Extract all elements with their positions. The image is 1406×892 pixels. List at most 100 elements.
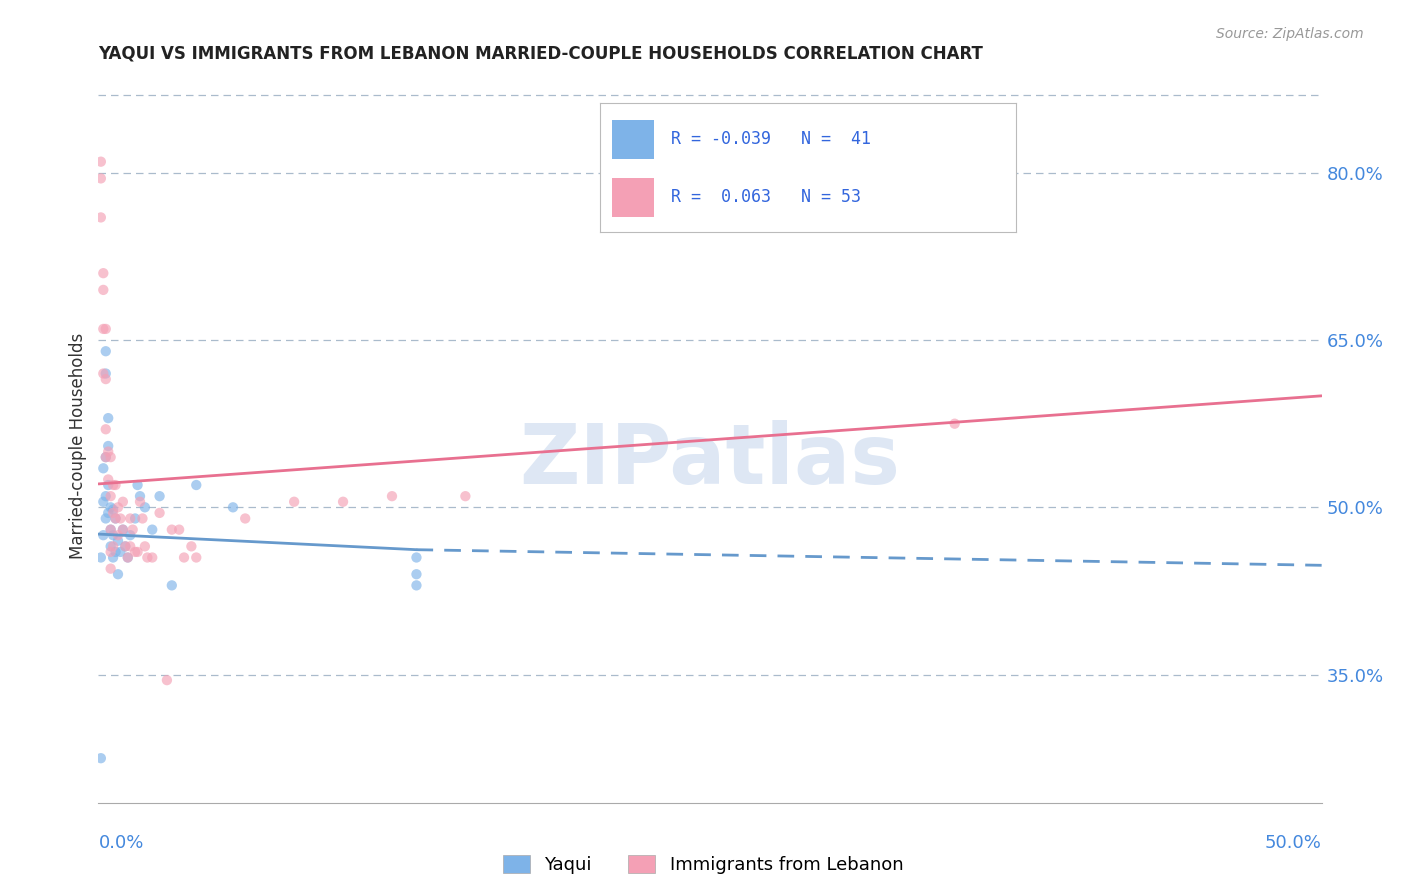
Point xyxy=(173,550,195,565)
Point xyxy=(90,154,112,169)
Point xyxy=(233,511,256,525)
Point xyxy=(167,523,190,537)
Point xyxy=(129,489,152,503)
Legend: Yaqui, Immigrants from Lebanon: Yaqui, Immigrants from Lebanon xyxy=(503,855,903,874)
Point xyxy=(94,489,117,503)
Point xyxy=(124,511,146,525)
Point xyxy=(111,494,134,508)
Point xyxy=(107,533,129,548)
Point xyxy=(94,511,117,525)
Point xyxy=(136,550,159,565)
Point xyxy=(91,494,114,508)
Point xyxy=(97,506,120,520)
Point xyxy=(101,539,124,553)
Point xyxy=(100,500,122,515)
Point xyxy=(149,506,172,520)
Point xyxy=(332,494,354,508)
Point xyxy=(114,539,136,553)
Point xyxy=(94,450,117,464)
Point xyxy=(107,528,129,542)
Point xyxy=(94,322,117,336)
Point xyxy=(94,372,117,386)
Point xyxy=(94,367,117,381)
Point xyxy=(91,528,114,542)
Point xyxy=(101,528,124,542)
Point xyxy=(222,500,245,515)
Point xyxy=(100,545,122,559)
Y-axis label: Married-couple Households: Married-couple Households xyxy=(69,333,87,559)
Point xyxy=(101,506,124,520)
Point xyxy=(160,523,183,537)
Point xyxy=(120,511,142,525)
Point xyxy=(97,473,120,487)
Point xyxy=(97,439,120,453)
Point xyxy=(186,478,208,492)
Point xyxy=(405,550,427,565)
Point xyxy=(134,539,156,553)
Point xyxy=(127,478,149,492)
Point xyxy=(186,550,208,565)
Point xyxy=(129,494,152,508)
Point xyxy=(91,322,114,336)
Point xyxy=(141,550,163,565)
Point xyxy=(97,411,120,425)
Point xyxy=(94,422,117,436)
Point xyxy=(100,523,122,537)
Point xyxy=(101,550,124,565)
Point xyxy=(90,550,112,565)
Point xyxy=(381,489,404,503)
Point xyxy=(141,523,163,537)
Point xyxy=(94,344,117,359)
Text: 50.0%: 50.0% xyxy=(1265,834,1322,852)
Point xyxy=(117,550,139,565)
Point xyxy=(97,478,120,492)
Point xyxy=(111,523,134,537)
Point xyxy=(90,211,112,225)
Point xyxy=(110,511,132,525)
Point xyxy=(90,171,112,186)
Point xyxy=(104,511,127,525)
Point xyxy=(104,478,127,492)
Point xyxy=(134,500,156,515)
Point xyxy=(100,450,122,464)
Text: Source: ZipAtlas.com: Source: ZipAtlas.com xyxy=(1216,27,1364,41)
Point xyxy=(114,539,136,553)
Point xyxy=(131,511,153,525)
Point xyxy=(100,539,122,553)
Point xyxy=(100,562,122,576)
Point xyxy=(149,489,172,503)
Point xyxy=(120,528,142,542)
Point xyxy=(943,417,966,431)
Point xyxy=(104,511,127,525)
Point xyxy=(156,673,179,688)
Point xyxy=(127,545,149,559)
Point xyxy=(283,494,305,508)
Point xyxy=(94,450,117,464)
Point xyxy=(100,523,122,537)
Text: 0.0%: 0.0% xyxy=(98,834,143,852)
Point xyxy=(97,444,120,458)
Point xyxy=(91,461,114,475)
Point xyxy=(120,539,142,553)
Point xyxy=(107,567,129,582)
Point xyxy=(180,539,202,553)
Text: ZIPatlas: ZIPatlas xyxy=(520,420,900,500)
Point xyxy=(91,283,114,297)
Point xyxy=(104,545,127,559)
Point xyxy=(110,545,132,559)
Point xyxy=(107,500,129,515)
Point xyxy=(405,567,427,582)
Text: YAQUI VS IMMIGRANTS FROM LEBANON MARRIED-COUPLE HOUSEHOLDS CORRELATION CHART: YAQUI VS IMMIGRANTS FROM LEBANON MARRIED… xyxy=(98,45,983,62)
Point xyxy=(454,489,477,503)
Point xyxy=(160,578,183,592)
Point xyxy=(101,502,124,516)
Point xyxy=(405,578,427,592)
Point xyxy=(91,266,114,280)
Point xyxy=(100,489,122,503)
Point xyxy=(90,751,112,765)
Point xyxy=(111,523,134,537)
Point xyxy=(101,478,124,492)
Point xyxy=(91,367,114,381)
Point xyxy=(121,523,143,537)
Point xyxy=(124,545,146,559)
